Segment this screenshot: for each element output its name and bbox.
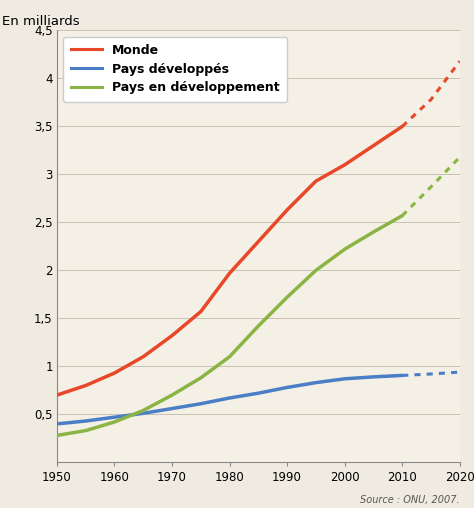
Legend: Monde, Pays développés, Pays en développement: Monde, Pays développés, Pays en développ…	[63, 37, 287, 102]
Text: En milliards: En milliards	[2, 15, 80, 28]
Text: Source : ONU, 2007.: Source : ONU, 2007.	[360, 495, 460, 505]
